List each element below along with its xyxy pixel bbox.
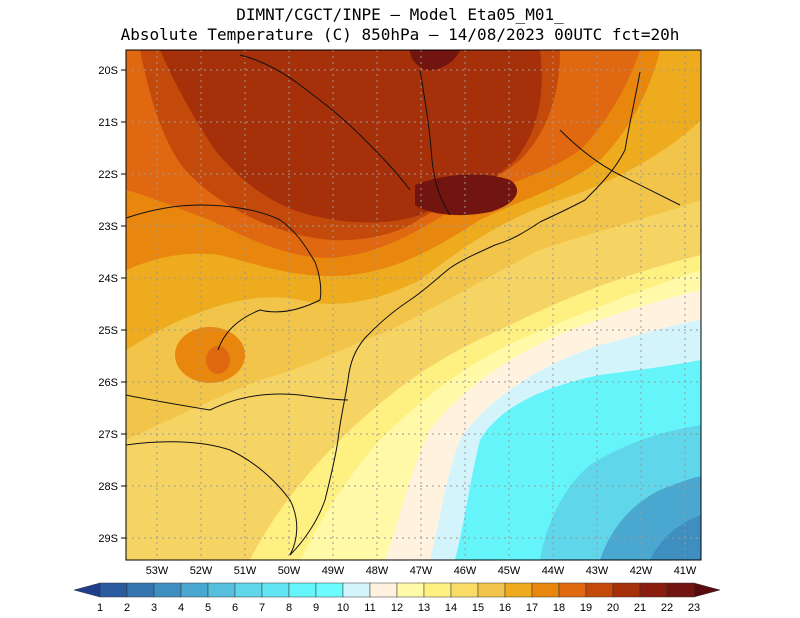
colorbar-segment <box>261 582 290 598</box>
colorbar-segment <box>531 582 560 598</box>
colorbar-segment <box>207 582 236 598</box>
colorbar-label: 11 <box>364 602 375 614</box>
colorbar-segment <box>288 582 317 598</box>
band-22 <box>415 174 518 216</box>
colorbar-label: 22 <box>661 602 673 614</box>
lat-label: 25S <box>98 325 118 337</box>
lon-label: 49W <box>322 565 345 577</box>
colorbar-segment <box>126 582 155 598</box>
temperature-field <box>126 50 701 560</box>
colorbar-segment <box>99 582 128 598</box>
colorbar-segment <box>612 582 641 598</box>
colorbar-segment <box>450 582 479 598</box>
colorbar-label: 20 <box>607 602 619 614</box>
lat-labels: 20S 21S 22S 23S 24S 25S 26S 27S 28S 29S <box>98 65 118 545</box>
colorbar-segment <box>396 582 425 598</box>
lon-label: 53W <box>146 565 169 577</box>
lat-label: 26S <box>98 377 118 389</box>
colorbar-label: 8 <box>286 602 292 614</box>
colorbar-segment <box>666 582 695 598</box>
graticule <box>126 50 701 560</box>
colorbar-label: 13 <box>418 602 430 614</box>
colorbar-segment <box>153 582 182 598</box>
colorbar-segment <box>234 582 263 598</box>
lon-labels: 53W 52W 51W 50W 49W 48W 47W 46W 45W 44W … <box>146 565 697 577</box>
lon-label: 47W <box>410 565 433 577</box>
colorbar-segment <box>585 582 614 598</box>
state-border-2 <box>217 299 321 351</box>
coastline <box>289 71 641 556</box>
lon-label: 48W <box>366 565 389 577</box>
lat-label: 29S <box>98 533 118 545</box>
state-border-5 <box>419 69 451 216</box>
colorbar-segment <box>558 582 587 598</box>
band-7 <box>650 515 701 560</box>
lon-label: 46W <box>454 565 477 577</box>
lon-label: 51W <box>234 565 257 577</box>
map-title-line-1: DIMNT/CGCT/INPE – Model Eta05_M01_ <box>236 5 564 24</box>
lon-label: 50W <box>278 565 301 577</box>
lat-label: 23S <box>98 221 118 233</box>
colorbar-label: 6 <box>232 602 238 614</box>
colorbar-label: 4 <box>178 602 184 614</box>
colorbar-label: 21 <box>634 602 646 614</box>
colorbar-segment <box>73 582 101 598</box>
band-22b <box>410 50 460 71</box>
colorbar-segment <box>504 582 533 598</box>
lat-label: 20S <box>98 65 118 77</box>
colorbar-segment <box>369 582 398 598</box>
colorbar-segment <box>693 582 721 598</box>
colorbar-segment <box>639 582 668 598</box>
state-border-6 <box>559 129 681 206</box>
colorbar-label: 5 <box>205 602 211 614</box>
lon-label: 44W <box>542 565 565 577</box>
colorbar-segment <box>180 582 209 598</box>
colorbar-label: 12 <box>391 602 403 614</box>
lon-label: 42W <box>630 565 653 577</box>
lon-label: 43W <box>586 565 609 577</box>
colorbar-label: 18 <box>553 602 565 614</box>
colorbar-label: 19 <box>580 602 592 614</box>
colorbar-label: 7 <box>259 602 265 614</box>
colorbar-label: 14 <box>445 602 457 614</box>
state-border-3 <box>126 393 349 411</box>
lon-label: 45W <box>498 565 521 577</box>
colorbar-label: 9 <box>313 602 319 614</box>
colorbar-segment <box>423 582 452 598</box>
colorbar-label: 23 <box>688 602 700 614</box>
colorbar-label: 15 <box>472 602 484 614</box>
band-19-blob <box>206 346 230 374</box>
lat-label: 21S <box>98 117 118 129</box>
map-title-line-2: Absolute Temperature (C) 850hPa – 14/08/… <box>120 25 680 44</box>
lat-label: 24S <box>98 273 118 285</box>
lat-label: 22S <box>98 169 118 181</box>
lat-ticks <box>121 69 126 539</box>
colorbar-segment <box>315 582 344 598</box>
colorbar-labels: 1 2 3 4 5 6 7 8 9 10 11 12 13 14 15 16 1… <box>97 602 700 614</box>
state-border-1 <box>126 204 322 301</box>
colorbar-label: 2 <box>124 602 130 614</box>
colorbar-segment <box>477 582 506 598</box>
colorbar <box>73 582 721 598</box>
state-border-4 <box>126 441 298 556</box>
colorbar-segment <box>342 582 371 598</box>
colorbar-label: 17 <box>526 602 538 614</box>
colorbar-label: 1 <box>97 602 103 614</box>
river-1 <box>239 54 411 191</box>
lat-label: 27S <box>98 429 118 441</box>
map-frame <box>125 49 702 561</box>
lon-label: 41W <box>674 565 697 577</box>
colorbar-label: 3 <box>151 602 157 614</box>
coastline-and-borders <box>126 54 681 556</box>
colorbar-label: 16 <box>499 602 511 614</box>
lat-label: 28S <box>98 481 118 493</box>
lon-label: 52W <box>190 565 213 577</box>
colorbar-label: 10 <box>337 602 349 614</box>
